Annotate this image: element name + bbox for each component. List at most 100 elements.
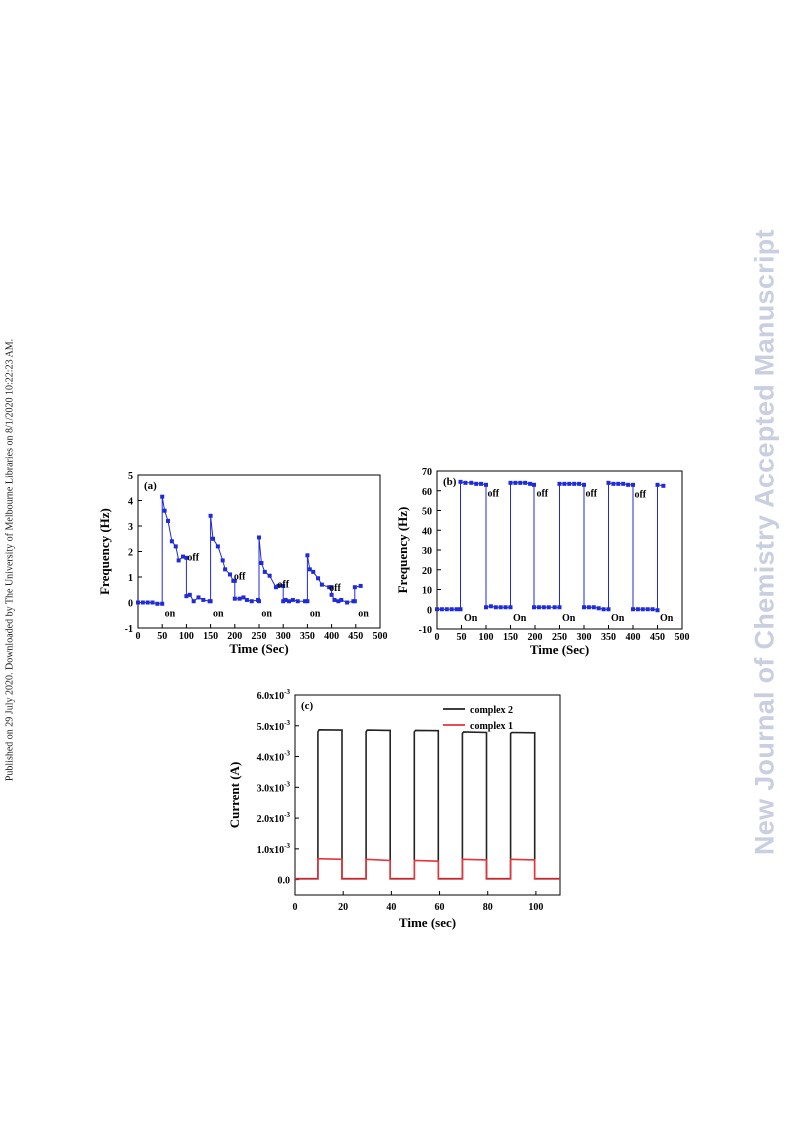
y-tick-exponent: -3 [284, 750, 290, 758]
data-point [463, 480, 468, 485]
x-tick-label: 150 [203, 631, 218, 642]
data-point [329, 592, 334, 597]
data-point [201, 597, 206, 602]
data-point [196, 595, 201, 600]
panel-label: (c) [301, 700, 314, 712]
data-point [528, 481, 533, 486]
data-point [162, 508, 167, 513]
y-tick-label: 30 [422, 546, 432, 557]
chart-b: 0 50 100 150 200 250 300 350 400 450 500-100102030… [395, 467, 690, 657]
panel-label: (b) [443, 476, 457, 488]
data-point [169, 539, 174, 544]
data-point [150, 600, 155, 605]
data-point [145, 600, 150, 605]
data-point [645, 607, 650, 612]
y-tick-label: 5 [128, 471, 133, 482]
data-point [352, 585, 357, 590]
annotation-on: On [660, 613, 674, 624]
x-tick-label: 300 [577, 632, 592, 643]
data-point [249, 599, 254, 604]
y-tick-label: 6.0x10-3 [257, 688, 291, 702]
data-point [352, 599, 357, 604]
annotation-on: on [165, 609, 176, 620]
data-point [631, 607, 635, 612]
x-tick-label: 100 [528, 902, 543, 913]
data-point [281, 599, 286, 604]
y-tick-label: 0 [128, 599, 133, 610]
data-point [283, 597, 288, 602]
annotation-on: on [358, 609, 369, 620]
data-point [191, 599, 196, 604]
data-point [621, 481, 626, 486]
data-point [626, 482, 631, 487]
y-tick-mantissa: 0.0 [278, 876, 291, 887]
data-point [187, 592, 192, 597]
y-tick-mantissa: 5.0x10 [257, 722, 285, 733]
data-point [498, 605, 503, 610]
data-point [582, 482, 586, 487]
data-point [215, 544, 220, 549]
data-point [439, 607, 444, 612]
data-point [273, 585, 278, 590]
publication-note: Published on 29 July 2020. Downloaded by… [4, 338, 16, 782]
data-point [327, 585, 332, 590]
data-point [232, 578, 237, 583]
data-point [577, 481, 582, 486]
chart-a: 0 50 100 150 200 250 300 350 400 450 500-1012345Ti… [97, 471, 388, 656]
data-point [484, 482, 488, 487]
x-axis-label: Time (sec) [399, 915, 456, 930]
data-point [136, 600, 140, 605]
annotation-off: off [277, 579, 289, 590]
data-point [329, 585, 334, 590]
data-point [518, 480, 523, 485]
data-point [655, 608, 660, 613]
x-tick-label: 500 [675, 632, 690, 643]
data-point [532, 605, 537, 610]
data-point [616, 481, 621, 486]
y-tick-exponent: -3 [284, 811, 290, 819]
annotation-on: on [261, 609, 272, 620]
y-tick-label: 20 [422, 566, 432, 577]
annotation-on: On [513, 613, 527, 624]
y-tick-label: 3.0x10-3 [257, 780, 291, 794]
y-tick-label: 40 [422, 526, 432, 537]
series-line-complex-2 [295, 728, 560, 880]
x-tick-label: 500 [373, 631, 388, 642]
data-point [655, 482, 660, 487]
data-point [635, 607, 640, 612]
data-point [513, 480, 518, 485]
annotation-off: off [536, 489, 548, 500]
x-tick-label: 60 [435, 902, 445, 913]
data-point [237, 596, 242, 601]
data-point [601, 607, 606, 612]
data-point [232, 596, 237, 601]
data-point [166, 518, 171, 523]
x-axis-label: Time (Sec) [530, 642, 589, 657]
data-point [160, 494, 165, 499]
annotation-on: On [562, 613, 576, 624]
data-point [319, 582, 324, 587]
annotation-on: on [310, 609, 321, 620]
data-point [208, 599, 213, 604]
data-point [281, 583, 286, 588]
x-tick-label: 50 [457, 632, 467, 643]
annotation-off: off [487, 489, 499, 500]
data-point [606, 607, 611, 612]
panel-label: (a) [144, 480, 157, 492]
y-tick-label: -1 [125, 624, 133, 635]
legend-entry: complex 1 [470, 721, 513, 732]
data-point [257, 535, 261, 540]
y-tick-label: 70 [422, 467, 432, 478]
data-point [532, 482, 537, 487]
data-point [606, 480, 611, 485]
data-point [536, 605, 541, 610]
data-point [631, 482, 635, 487]
data-point [336, 599, 341, 604]
data-point [557, 481, 562, 486]
y-tick-label: 1 [128, 573, 133, 584]
x-tick-label: 100 [479, 632, 494, 643]
y-axis-label: Current (A) [227, 762, 242, 829]
data-point [257, 599, 261, 604]
data-point [591, 605, 596, 610]
data-point [567, 481, 572, 486]
